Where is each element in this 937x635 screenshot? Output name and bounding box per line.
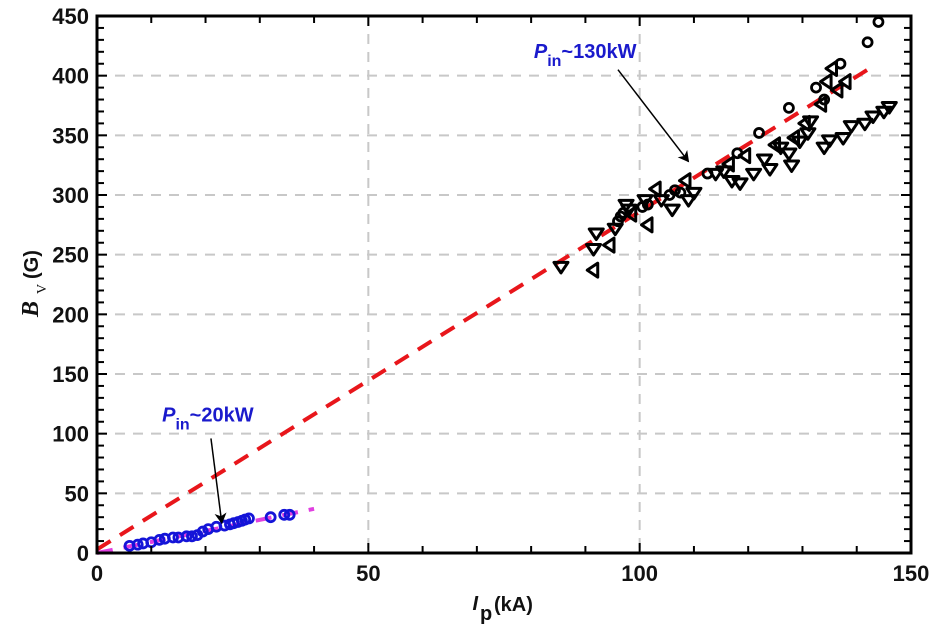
data-point-circle [753, 127, 765, 139]
data-point-circle [167, 531, 179, 544]
data-point-triangle-down [680, 194, 698, 208]
data-point-triangle-left [648, 180, 662, 198]
data-point-triangle-down [783, 159, 801, 173]
y-tick-label: 400 [52, 64, 89, 89]
plot-frame [95, 14, 913, 555]
data-point-triangle-left [585, 261, 600, 279]
y-axis-label-sub: V [35, 284, 50, 294]
tick-labels: 0 50 100 150 0 50 100 150 200 250 300 350 400 450 [52, 4, 929, 586]
data-point-triangle-down [761, 163, 779, 177]
data-point-triangle-down [821, 134, 839, 148]
data-point-triangle-down [587, 227, 605, 241]
data-point-triangle-left [721, 155, 735, 173]
y-tick-label: 350 [52, 123, 89, 148]
fit-lines [95, 68, 869, 555]
axis-ticks [96, 15, 912, 554]
data-point-triangle-left [838, 73, 852, 91]
data-point-circle [131, 538, 144, 551]
grid [97, 16, 911, 553]
annotation-130kw-arrow [617, 69, 690, 163]
x-tick-label: 150 [893, 561, 930, 586]
data-point-circle [872, 16, 885, 28]
data-point-triangle-left [813, 95, 828, 113]
data-point-circle [783, 101, 795, 114]
data-point-circle [674, 186, 687, 199]
x-axis-label: I p (kA) [472, 593, 532, 625]
data-points [123, 16, 898, 552]
y-tick-label: 250 [52, 243, 89, 268]
data-point-triangle-left [640, 216, 654, 234]
data-point-triangle-down [864, 110, 882, 125]
y-tick-label: 200 [52, 302, 89, 327]
data-point-triangle-down [552, 260, 570, 275]
annotation-130kw-main: P [534, 41, 548, 63]
annotation-20kw-sub: in [175, 417, 189, 434]
data-point-circle [283, 508, 296, 521]
data-point-circle [180, 530, 193, 543]
data-point-triangle-down [834, 132, 852, 146]
annotation-20kw-rest: ~20kW [190, 405, 254, 427]
annotations: Pin~130kW Pin~20kW [162, 41, 690, 525]
data-point-triangle-down [585, 243, 603, 257]
data-point-triangle-left [829, 81, 844, 99]
data-point-circle [186, 530, 198, 543]
data-point-triangle-down [731, 177, 749, 191]
annotation-130kw-rest: ~130kW [561, 41, 636, 63]
data-point-triangle-down [842, 120, 860, 134]
annotation-20kw: Pin~20kW [162, 405, 254, 525]
x-axis-label-unit: (kA) [494, 594, 533, 616]
data-point-triangle-down [880, 100, 898, 115]
data-point-triangle-left [786, 129, 801, 147]
data-point-circle [810, 81, 822, 94]
fit-line-0 [95, 68, 869, 552]
annotation-130kw-sub: in [547, 53, 561, 70]
data-point-triangle-down [685, 186, 703, 201]
annotation-20kw-main: P [162, 405, 176, 427]
data-point-circle [278, 508, 291, 521]
y-tick-label: 300 [52, 183, 89, 208]
data-point-triangle-down [663, 203, 681, 218]
data-point-triangle-down [815, 141, 833, 156]
data-point-circle [264, 511, 277, 524]
y-tick-label: 150 [52, 362, 89, 387]
svg-text:Pin~20kW: Pin~20kW [162, 405, 254, 434]
y-axis-label-main: B [18, 301, 44, 318]
y-tick-label: 100 [52, 422, 89, 447]
data-point-triangle-left [824, 60, 839, 78]
y-axis-label-unit: (G) [21, 250, 43, 279]
data-point-circle [243, 512, 255, 525]
y-tick-label: 0 [77, 541, 89, 566]
y-tick-label: 50 [65, 481, 89, 506]
data-point-triangle-down [745, 167, 763, 182]
data-point-circle [153, 533, 166, 546]
data-point-triangle-down [606, 222, 624, 237]
data-point-triangle-left [737, 147, 752, 165]
x-axis-label-sub: p [480, 603, 492, 625]
data-point-triangle-left [623, 205, 638, 223]
annotation-20kw-arrow [210, 438, 227, 525]
x-tick-label: 0 [91, 561, 103, 586]
y-tick-label: 450 [52, 4, 89, 29]
x-tick-label: 100 [621, 561, 658, 586]
data-point-circle [861, 36, 874, 49]
data-point-triangle-down [707, 167, 725, 182]
data-point-triangle-down [755, 153, 773, 167]
data-point-triangle-down [636, 194, 654, 208]
data-point-triangle-left [797, 114, 811, 132]
x-axis-label-main: I [472, 593, 478, 615]
data-point-triangle-left [602, 236, 616, 254]
annotation-130kw: Pin~130kW [534, 41, 690, 163]
data-point-triangle-down [715, 165, 733, 179]
data-point-triangle-down [856, 117, 874, 132]
svg-text:Pin~130kW: Pin~130kW [534, 41, 637, 70]
x-tick-label: 50 [356, 561, 380, 586]
y-axis-label: B V (G) [18, 250, 50, 318]
data-point-triangle-left [767, 136, 782, 154]
data-point-triangle-left [677, 172, 692, 190]
data-point-triangle-down [780, 147, 798, 162]
data-point-triangle-left [819, 73, 833, 91]
